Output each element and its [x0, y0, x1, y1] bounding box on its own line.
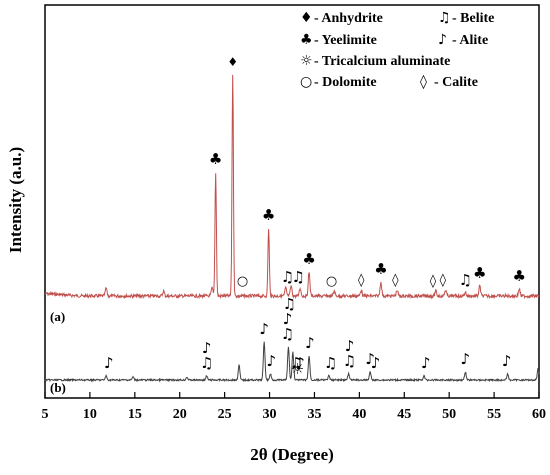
peak-marker: ♫ — [290, 354, 303, 372]
peak-marker: ◊ — [358, 273, 365, 288]
peak-marker: ◊ — [440, 273, 447, 288]
peak-marker: ♫ — [281, 268, 294, 286]
x-axis-label: 2θ (Degree) — [250, 445, 334, 464]
peak-marker: ♪ — [502, 352, 512, 370]
x-tick-label: 5 — [42, 407, 49, 422]
x-tick-label: 10 — [83, 407, 97, 422]
peak-marker: ♣ — [302, 250, 315, 268]
peak-marker: ♪ — [345, 337, 355, 355]
x-tick-label: 50 — [442, 407, 456, 422]
peak-marker: ◊ — [430, 274, 437, 289]
legend-label: - Anhydrite — [314, 11, 383, 26]
x-tick-label: 45 — [397, 407, 411, 422]
peak-marker: ♫ — [292, 268, 305, 286]
trace-b — [44, 341, 540, 383]
x-tick-label: 60 — [532, 407, 546, 422]
peak-marker: ♪ — [421, 354, 431, 372]
peak-marker: ♣ — [209, 150, 222, 168]
x-tick-label: 20 — [173, 407, 187, 422]
peak-marker: ♫ — [343, 352, 356, 370]
legend-symbol: ♪ — [438, 32, 447, 48]
legend-label: - Yeelimite — [314, 33, 377, 48]
legend-symbol: ○ — [300, 74, 312, 90]
peak-marker: ☼ — [291, 360, 304, 378]
x-tick-label: 15 — [128, 407, 142, 422]
legend-symbol: ◊ — [420, 74, 427, 90]
legend-label: - Calite — [434, 75, 478, 90]
peak-marker: ♣ — [513, 267, 526, 285]
x-tick-label: 35 — [307, 407, 321, 422]
plot-frame — [44, 4, 540, 399]
peak-marker: ♪ — [371, 354, 381, 372]
peak-marker: ♫ — [200, 354, 213, 372]
peak-marker: ♫ — [459, 271, 472, 289]
traces — [44, 74, 540, 383]
x-axis-ticks: 5 10 15 20 25 30 35 40 45 50 55 60 — [42, 392, 546, 422]
series-label-b: (b) — [50, 380, 66, 395]
legend-symbol: ☼ — [300, 53, 313, 69]
peak-marker: ○ — [237, 274, 248, 289]
peak-marker: ♫ — [281, 325, 294, 343]
series-label-a: (a) — [50, 309, 65, 324]
legend-symbol: ♣ — [300, 32, 313, 48]
trace-a — [44, 74, 540, 300]
peak-marker: ♪ — [295, 354, 305, 372]
peak-marker: ♪ — [305, 334, 315, 352]
x-tick-label: 40 — [352, 407, 366, 422]
peak-marker: ♣ — [262, 206, 275, 224]
peak-marker: ♪ — [202, 339, 212, 357]
peak-marker: ♪ — [365, 350, 375, 368]
peak-annotations: ♦♣♣♣♣ ♣ ♣○ ○♫♫ ♫◊ ◊ ◊ ◊♪ ♫♪♪♪♫♪♫♫♪☼♪♫ ♫♪♪♪ ♪ ♪ ♪ — [104, 55, 526, 378]
legend-label: - Tricalcium aluminate — [314, 54, 450, 69]
peak-marker: ♦ — [227, 55, 238, 69]
peak-marker: ◊ — [392, 273, 399, 288]
y-axis-label: Intensity (a.u.) — [6, 147, 25, 253]
legend-symbol: ♦ — [300, 10, 313, 26]
peak-marker: ♣ — [374, 260, 387, 278]
legend-label: - Alite — [452, 33, 488, 48]
x-tick-label: 25 — [218, 407, 232, 422]
peak-marker: ♪ — [283, 310, 293, 328]
peak-marker: ○ — [326, 274, 337, 289]
legend: ♦ - Anhydrite ♫ - Belite ♣ - Yeelimite ♪ - Alit… — [300, 10, 494, 90]
peak-marker: ♫ — [324, 354, 337, 372]
legend-label: - Belite — [452, 11, 494, 26]
peak-marker: ♪ — [259, 320, 269, 338]
legend-label: - Dolomite — [314, 75, 377, 90]
peak-marker: ♪ — [104, 354, 114, 372]
peak-marker: ♪ — [267, 352, 277, 370]
x-tick-label: 55 — [487, 407, 501, 422]
x-tick-label: 30 — [263, 407, 277, 422]
peak-marker: ♫ — [283, 295, 296, 313]
peak-marker: ♣ — [473, 264, 486, 282]
peak-marker: ♪ — [461, 350, 471, 368]
legend-symbol: ♫ — [438, 10, 451, 26]
